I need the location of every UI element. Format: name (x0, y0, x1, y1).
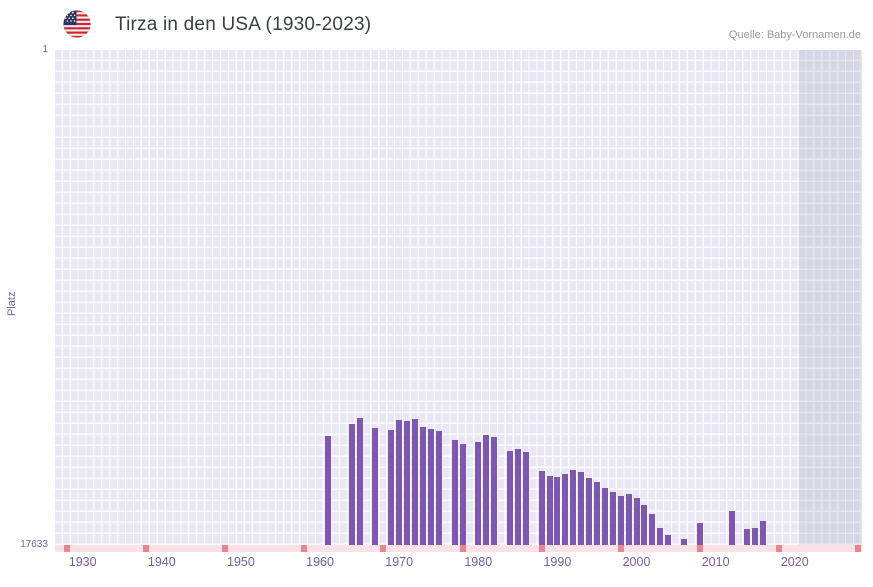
page-title: Tirza in den USA (1930-2023) (115, 14, 372, 35)
unranked-mark-2018 (775, 545, 782, 552)
bar-2008 (696, 522, 703, 545)
unranked-strip (55, 545, 862, 552)
bar-1977 (451, 440, 458, 545)
y-tick-top: 1 (42, 44, 48, 55)
unranked-mark-1988 (538, 545, 545, 552)
bar-1992 (570, 469, 577, 545)
bar-1993 (578, 472, 585, 545)
bar-1974 (427, 428, 434, 545)
x-tick-1950: 1950 (227, 555, 255, 569)
bar-2000 (633, 498, 640, 545)
bar-1978 (459, 443, 466, 545)
x-tick-2000: 2000 (622, 555, 651, 569)
bar-2004 (665, 535, 672, 545)
bar-1971 (404, 421, 411, 545)
unranked-mark-1958 (301, 545, 308, 552)
bar-2006 (681, 539, 688, 545)
bar-1970 (396, 420, 403, 545)
unranked-mark-1948 (222, 545, 229, 552)
x-tick-1940: 1940 (147, 555, 176, 569)
unranked-mark-1968 (380, 545, 387, 552)
x-tick-2020: 2020 (780, 555, 809, 569)
bar-1975 (435, 431, 442, 545)
bar-1988 (538, 470, 545, 545)
y-axis-title: Platz (6, 291, 18, 316)
plot-area (55, 50, 862, 545)
x-tick-1990: 1990 (543, 555, 572, 569)
source-credit: Quelle: Baby-Vornamen.de (728, 29, 861, 41)
bar-2014 (744, 529, 751, 545)
bar-1982 (491, 437, 498, 545)
bar-2012 (728, 511, 735, 545)
bar-1998 (617, 495, 624, 545)
bar-1965 (356, 418, 363, 545)
x-tick-1960: 1960 (306, 555, 334, 569)
unranked-mark-1978 (459, 545, 466, 552)
bar-2002 (649, 514, 656, 545)
x-tick-1970: 1970 (385, 555, 414, 569)
bar-1996 (601, 488, 608, 545)
bar-1967 (372, 428, 379, 545)
bar-1969 (388, 430, 395, 545)
y-tick-bottom: 17633 (20, 539, 48, 550)
recent-years-band (798, 50, 862, 545)
bar-1995 (593, 482, 600, 545)
bar-2003 (657, 527, 664, 545)
unranked-mark-1928 (63, 545, 70, 552)
bar-1994 (586, 478, 593, 545)
unranked-mark-1998 (617, 545, 624, 552)
bar-1986 (522, 452, 529, 545)
bar-1973 (419, 427, 426, 545)
bars-layer (55, 50, 862, 545)
x-tick-1930: 1930 (68, 555, 97, 569)
unranked-mark-2028 (855, 545, 862, 552)
bar-1980 (475, 442, 482, 545)
bar-1961 (324, 436, 331, 545)
unranked-mark-2008 (696, 545, 703, 552)
bar-1985 (514, 449, 521, 545)
bar-1989 (546, 475, 553, 545)
bar-1972 (412, 418, 419, 545)
x-tick-1980: 1980 (464, 555, 493, 569)
bar-2001 (641, 504, 648, 545)
us-flag-icon (63, 10, 91, 38)
bar-1981 (483, 435, 490, 545)
bar-1984 (506, 450, 513, 545)
bar-1997 (609, 492, 616, 545)
x-tick-2010: 2010 (701, 555, 730, 569)
bar-1964 (348, 423, 355, 545)
bar-2016 (760, 521, 767, 545)
bar-1999 (625, 494, 632, 545)
unranked-mark-1938 (143, 545, 150, 552)
bar-1990 (554, 477, 561, 545)
x-axis: 1930 1940 1950 1960 1970 1980 1990 2000 2010 2020 (55, 555, 862, 573)
bar-2015 (752, 527, 759, 545)
bar-1991 (562, 474, 569, 545)
